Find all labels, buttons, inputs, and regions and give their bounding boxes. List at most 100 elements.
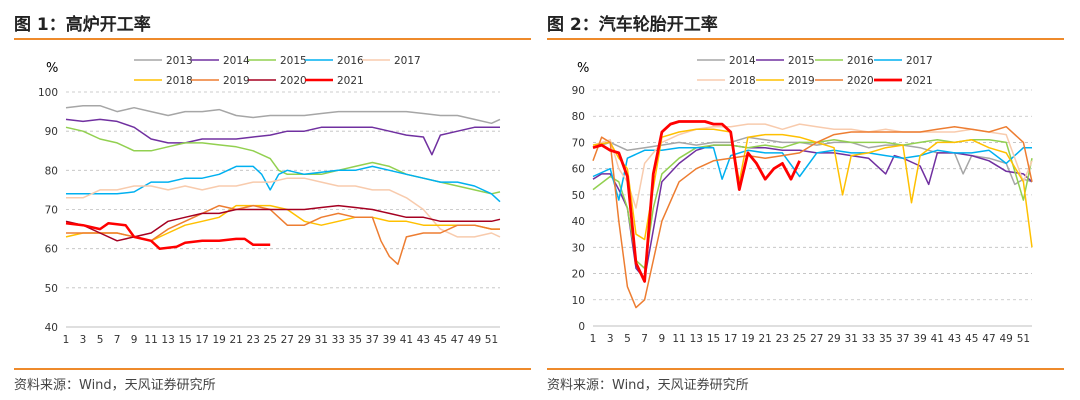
legend-label: 2018 bbox=[166, 75, 193, 87]
series-line-2016 bbox=[66, 165, 501, 203]
tire-panel: 图 2：汽车轮胎开工率 % 0 10 20 30 40 50 60 70 80 90 1 3 5 7 9 11 1… bbox=[547, 0, 1064, 400]
x-tick-label: 3 bbox=[607, 333, 614, 345]
x-tick-label: 47 bbox=[451, 334, 464, 346]
x-tick-label: 17 bbox=[724, 333, 737, 345]
legend-label: 2016 bbox=[847, 55, 874, 67]
chart-title: 图 1：高炉开工率 bbox=[14, 15, 151, 35]
x-tick-label: 37 bbox=[896, 333, 909, 345]
series-line-2014 bbox=[592, 136, 1033, 186]
x-tick-label: 51 bbox=[1017, 333, 1030, 345]
x-tick-label: 13 bbox=[161, 334, 174, 346]
chart-title: 图 2：汽车轮胎开工率 bbox=[547, 15, 718, 35]
series-line-2021 bbox=[65, 221, 271, 250]
y-tick-label: 40 bbox=[572, 216, 585, 228]
y-tick-label: 80 bbox=[45, 165, 58, 177]
x-tick-label: 5 bbox=[624, 333, 631, 345]
y-tick-label: 90 bbox=[572, 85, 585, 97]
legend-label: 2020 bbox=[847, 75, 874, 87]
y-tick-label: 70 bbox=[572, 137, 585, 149]
x-tick-label: 15 bbox=[707, 333, 720, 345]
x-tick-label: 7 bbox=[641, 333, 648, 345]
x-tick-label: 9 bbox=[659, 333, 666, 345]
x-tick-label: 19 bbox=[212, 334, 225, 346]
x-tick-label: 39 bbox=[913, 333, 926, 345]
x-tick-label: 21 bbox=[230, 334, 243, 346]
x-tick-label: 51 bbox=[485, 334, 498, 346]
legend-label: 2019 bbox=[788, 75, 815, 87]
series-line-2013 bbox=[65, 104, 501, 125]
source-note: 资料来源：Wind，天风证券研究所 bbox=[14, 378, 216, 393]
legend-label: 2014 bbox=[729, 55, 756, 67]
x-tick-label: 41 bbox=[400, 334, 413, 346]
y-tick-label: 50 bbox=[45, 283, 58, 295]
x-tick-label: 47 bbox=[982, 333, 995, 345]
x-tick-label: 37 bbox=[366, 334, 379, 346]
x-tick-label: 15 bbox=[178, 334, 191, 346]
x-tick-label: 29 bbox=[827, 333, 840, 345]
x-tick-label: 1 bbox=[63, 334, 70, 346]
x-tick-label: 35 bbox=[879, 333, 892, 345]
y-tick-label: 0 bbox=[578, 321, 585, 333]
x-tick-label: 19 bbox=[741, 333, 754, 345]
legend-label: 2021 bbox=[337, 75, 364, 87]
legend-label: 2014 bbox=[223, 55, 250, 67]
series-line-2020 bbox=[65, 204, 501, 242]
legend-label: 2018 bbox=[729, 75, 756, 87]
y-tick-label: 90 bbox=[45, 126, 58, 138]
source-note: 资料来源：Wind，天风证券研究所 bbox=[547, 378, 749, 393]
y-unit-label: % bbox=[46, 61, 58, 76]
legend-label: 2017 bbox=[394, 55, 421, 67]
legend-label: 2020 bbox=[280, 75, 307, 87]
title-rule bbox=[14, 38, 531, 40]
x-tick-label: 27 bbox=[281, 334, 294, 346]
x-tick-label: 43 bbox=[417, 334, 430, 346]
legend-label: 2015 bbox=[280, 55, 307, 67]
x-tick-label: 13 bbox=[690, 333, 703, 345]
series-line-2019 bbox=[592, 128, 1033, 248]
legend-label: 2019 bbox=[223, 75, 250, 87]
y-tick-label: 50 bbox=[572, 190, 585, 202]
y-tick-label: 70 bbox=[45, 205, 58, 217]
series-line-2019 bbox=[66, 204, 500, 266]
y-unit-label: % bbox=[577, 61, 589, 76]
x-tick-label: 45 bbox=[434, 334, 447, 346]
y-tick-label: 80 bbox=[572, 111, 585, 123]
x-tick-label: 31 bbox=[315, 334, 328, 346]
series-line-2014 bbox=[65, 118, 500, 156]
source-rule bbox=[14, 368, 531, 370]
x-tick-label: 23 bbox=[247, 334, 260, 346]
x-tick-label: 31 bbox=[845, 333, 858, 345]
y-tick-label: 30 bbox=[572, 242, 585, 254]
series-line-2020 bbox=[592, 125, 1033, 309]
x-tick-label: 29 bbox=[298, 334, 311, 346]
x-tick-label: 45 bbox=[965, 333, 978, 345]
source-rule bbox=[547, 368, 1064, 370]
x-tick-label: 33 bbox=[862, 333, 875, 345]
x-tick-label: 27 bbox=[810, 333, 823, 345]
x-tick-label: 49 bbox=[468, 334, 481, 346]
x-tick-label: 25 bbox=[264, 334, 277, 346]
title-rule bbox=[547, 38, 1064, 40]
x-tick-label: 33 bbox=[332, 334, 345, 346]
x-tick-label: 49 bbox=[999, 333, 1012, 345]
y-tick-label: 10 bbox=[572, 295, 585, 307]
series-line-2018 bbox=[592, 123, 1033, 209]
x-tick-label: 23 bbox=[776, 333, 789, 345]
x-tick-label: 11 bbox=[144, 334, 157, 346]
legend-label: 2013 bbox=[166, 55, 193, 67]
y-tick-label: 60 bbox=[45, 244, 58, 256]
x-tick-label: 17 bbox=[195, 334, 208, 346]
x-tick-label: 7 bbox=[114, 334, 121, 346]
y-tick-label: 40 bbox=[45, 322, 58, 334]
blast-furnace-panel: 图 1：高炉开工率 % 40 50 60 70 80 90 100 1 3 5 7 9 11 13 15 17 1… bbox=[14, 0, 531, 400]
x-tick-label: 21 bbox=[758, 333, 771, 345]
legend-label: 2017 bbox=[906, 55, 933, 67]
x-tick-label: 41 bbox=[931, 333, 944, 345]
series-line-2021 bbox=[592, 120, 801, 283]
x-tick-label: 39 bbox=[383, 334, 396, 346]
x-tick-label: 9 bbox=[131, 334, 138, 346]
x-tick-label: 1 bbox=[590, 333, 597, 345]
series-line-2015 bbox=[65, 126, 501, 195]
